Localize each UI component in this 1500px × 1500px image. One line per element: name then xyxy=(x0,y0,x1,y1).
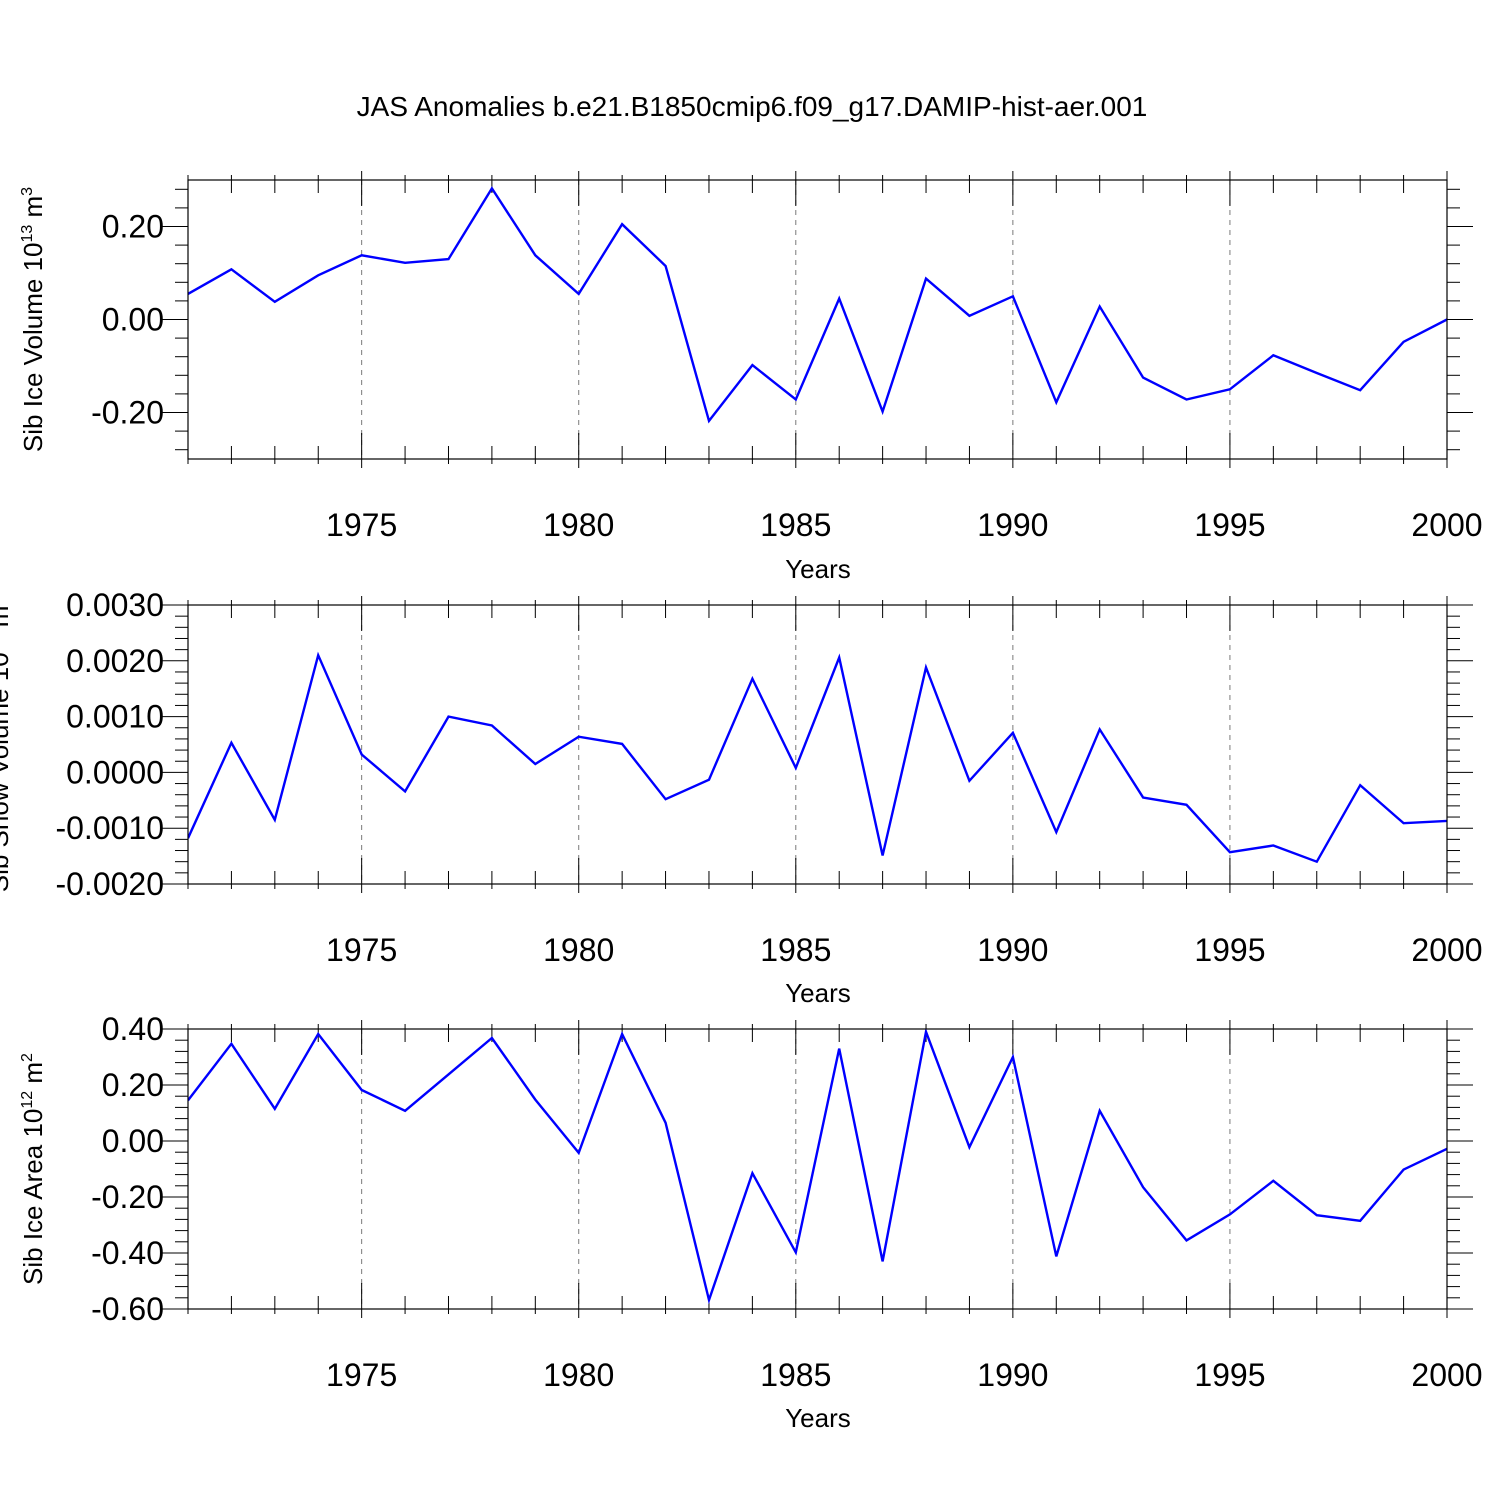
series-line xyxy=(188,1029,1447,1305)
x-tick-labels: 1975 1980 1985 1990 1995 2000 xyxy=(326,507,1483,543)
y-tick-label: -0.60 xyxy=(91,1291,164,1327)
x-tick-label: 1975 xyxy=(326,507,397,543)
x-tick-label: 1975 xyxy=(326,1357,397,1393)
y-axis-title-exponent: 13 xyxy=(19,225,36,243)
y-tick-label: 0.20 xyxy=(102,1067,164,1103)
y-axis-title-text: Sib Ice Area 10 xyxy=(18,1109,48,1285)
x-grid-lines xyxy=(361,180,1231,459)
x-tick-label: 1980 xyxy=(543,932,614,968)
x-tick-label: 2000 xyxy=(1411,932,1482,968)
plot-frame xyxy=(187,1028,1448,1310)
y-tick-label: 0.0000 xyxy=(66,754,164,790)
y-axis-title-unit: m xyxy=(18,196,48,225)
y-axis-title: Sib Ice Volume 1013 m3 xyxy=(18,187,48,452)
y-axis-title: Sib Ice Area 1012 m2 xyxy=(18,1053,48,1285)
y-axis-title-text: Sib Ice Volume 10 xyxy=(18,243,48,453)
panel-sib-ice-volume: -0.20 0.00 0.20 1975 1980 1985 1990 1995 2000 Y… xyxy=(18,171,1483,584)
panel-sib-snow-volume: -0.0020 -0.0010 0.0000 0.0010 0.0020 0.0030 1… xyxy=(0,587,1483,1008)
y-tick-label: 0.0010 xyxy=(66,699,164,735)
y-tick-label: 0.00 xyxy=(102,1123,164,1159)
y-axis-title-unit-exponent: 3 xyxy=(0,597,2,606)
x-tick-label: 2000 xyxy=(1411,1357,1482,1393)
x-tick-label: 1980 xyxy=(543,507,614,543)
plot-frame xyxy=(187,179,1448,460)
x-tick-label: 1990 xyxy=(977,507,1048,543)
y-axis-title-exponent: 13 xyxy=(0,634,2,652)
x-tick-label: 1975 xyxy=(326,932,397,968)
tick-marks xyxy=(162,596,1473,893)
x-tick-labels: 1975 1980 1985 1990 1995 2000 xyxy=(326,932,1483,968)
data-series xyxy=(188,651,1447,864)
x-axis-title: Years xyxy=(785,554,851,584)
panel-sib-ice-area: -0.60 -0.40 -0.20 0.00 0.20 0.40 1975 1980 1985… xyxy=(18,1011,1483,1433)
x-tick-label: 1990 xyxy=(977,1357,1048,1393)
y-tick-label: -0.20 xyxy=(91,1179,164,1215)
x-tick-label: 2000 xyxy=(1411,507,1482,543)
x-tick-label: 1985 xyxy=(760,507,831,543)
x-axis-title: Years xyxy=(785,978,851,1008)
y-tick-label: 0.0030 xyxy=(66,587,164,623)
x-tick-label: 1995 xyxy=(1194,932,1265,968)
y-tick-label: 0.20 xyxy=(102,209,164,245)
y-tick-label: 0.40 xyxy=(102,1011,164,1047)
data-series xyxy=(188,186,1447,424)
x-grid-lines xyxy=(361,1029,1231,1309)
y-tick-label: 0.0020 xyxy=(66,643,164,679)
y-tick-labels: -0.60 -0.40 -0.20 0.00 0.20 0.40 xyxy=(91,1011,164,1327)
chart-title: JAS Anomalies b.e21.B1850cmip6.f09_g17.D… xyxy=(357,91,1148,122)
series-line xyxy=(188,651,1447,864)
x-grid-lines xyxy=(361,605,1231,884)
y-tick-label: -0.0010 xyxy=(55,810,164,846)
x-tick-label: 1985 xyxy=(760,932,831,968)
y-axis-title-unit: m xyxy=(0,606,14,635)
y-axis-title-unit-exponent: 2 xyxy=(19,1053,36,1062)
y-tick-label: 0.00 xyxy=(102,302,164,338)
y-tick-labels: -0.20 0.00 0.20 xyxy=(91,209,164,431)
x-tick-label: 1995 xyxy=(1194,1357,1265,1393)
x-tick-label: 1980 xyxy=(543,1357,614,1393)
x-tick-label: 1990 xyxy=(977,932,1048,968)
y-axis-title: Sib Snow Volume 1013 m3 xyxy=(0,597,14,893)
y-axis-title-text: Sib Snow Volume 10 xyxy=(0,652,14,892)
x-tick-label: 1995 xyxy=(1194,507,1265,543)
y-tick-label: -0.20 xyxy=(91,395,164,431)
y-tick-label: -0.40 xyxy=(91,1235,164,1271)
x-axis-title: Years xyxy=(785,1403,851,1433)
x-tick-label: 1985 xyxy=(760,1357,831,1393)
y-tick-labels: -0.0020 -0.0010 0.0000 0.0010 0.0020 0.0030 xyxy=(55,587,164,902)
y-axis-title-unit: m xyxy=(18,1062,48,1091)
series-line xyxy=(188,186,1447,424)
x-tick-labels: 1975 1980 1985 1990 1995 2000 xyxy=(326,1357,1483,1393)
plot-frame xyxy=(187,604,1448,885)
data-series xyxy=(188,1029,1447,1305)
y-axis-title-unit-exponent: 3 xyxy=(19,187,36,196)
y-tick-label: -0.0020 xyxy=(55,866,164,902)
y-axis-title-exponent: 12 xyxy=(19,1091,36,1109)
